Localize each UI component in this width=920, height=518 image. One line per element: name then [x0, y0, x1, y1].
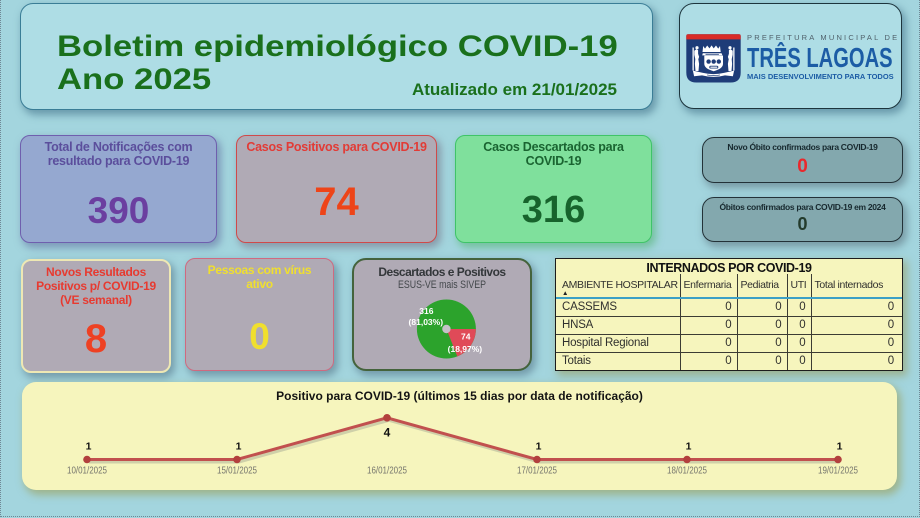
svg-text:16/01/2025: 16/01/2025 — [367, 465, 407, 477]
svg-text:19/01/2025: 19/01/2025 — [818, 465, 858, 477]
svg-text:(81,03%): (81,03%) — [409, 317, 444, 327]
svg-text:18/01/2025: 18/01/2025 — [667, 465, 707, 477]
svg-text:1: 1 — [86, 441, 92, 453]
svg-text:(18,97%): (18,97%) — [448, 344, 483, 354]
svg-text:74: 74 — [461, 332, 471, 342]
svg-text:1: 1 — [686, 441, 692, 453]
svg-text:1: 1 — [837, 441, 843, 453]
svg-text:10/01/2025: 10/01/2025 — [67, 465, 107, 477]
svg-text:1: 1 — [236, 441, 242, 453]
svg-text:15/01/2025: 15/01/2025 — [217, 465, 257, 477]
svg-text:4: 4 — [384, 425, 391, 439]
svg-text:1: 1 — [536, 441, 542, 453]
svg-text:316: 316 — [419, 306, 433, 316]
svg-text:17/01/2025: 17/01/2025 — [517, 465, 557, 477]
